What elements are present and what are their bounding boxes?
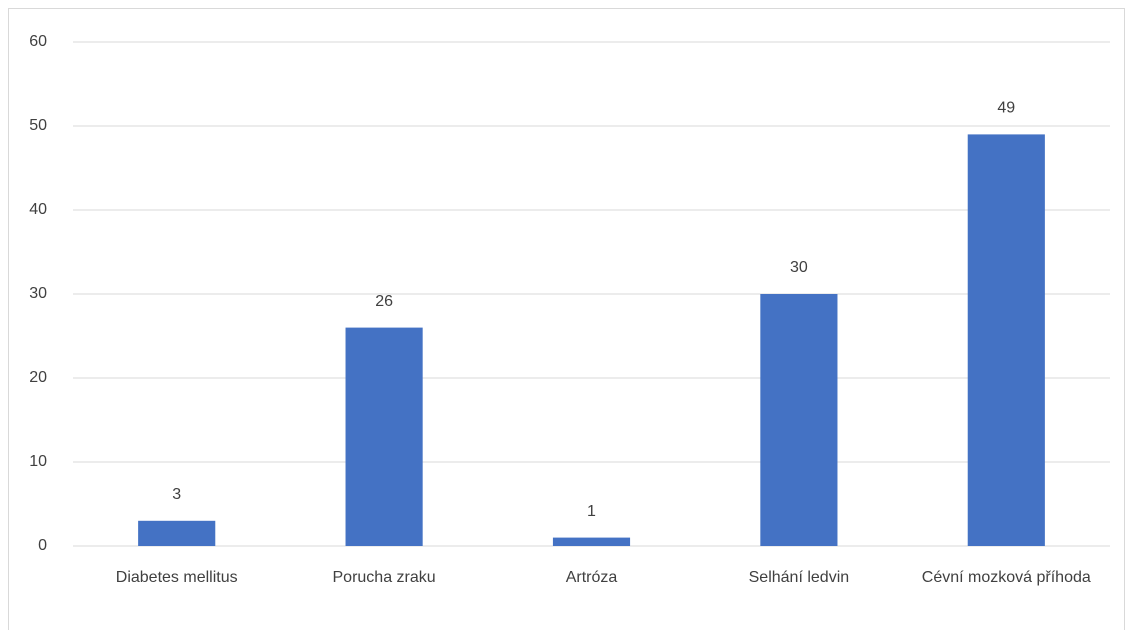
- data-label: 26: [375, 293, 393, 310]
- bar: [760, 294, 838, 546]
- x-tick-label: Porucha zraku: [332, 569, 436, 586]
- y-tick-label: 20: [29, 369, 47, 386]
- y-tick-label: 30: [29, 285, 47, 302]
- y-tick-label: 40: [29, 201, 47, 218]
- y-tick-label: 10: [29, 453, 47, 470]
- data-label: 1: [587, 503, 596, 520]
- bar: [138, 520, 216, 546]
- bar: [552, 537, 631, 546]
- bar: [345, 327, 423, 546]
- y-tick-label: 60: [29, 33, 47, 50]
- chart-border: [8, 8, 1125, 630]
- data-label: 49: [997, 100, 1015, 117]
- data-label: 3: [172, 486, 181, 503]
- data-label: 30: [790, 259, 808, 276]
- x-tick-label: Selhání ledvin: [748, 569, 850, 586]
- bar: [967, 134, 1045, 546]
- x-tick-label: Cévní mozková příhoda: [921, 569, 1091, 586]
- x-tick-label: Diabetes mellitus: [115, 569, 238, 586]
- y-tick-label: 0: [38, 537, 47, 554]
- y-tick-label: 50: [29, 117, 47, 134]
- x-tick-label: Artróza: [565, 569, 618, 586]
